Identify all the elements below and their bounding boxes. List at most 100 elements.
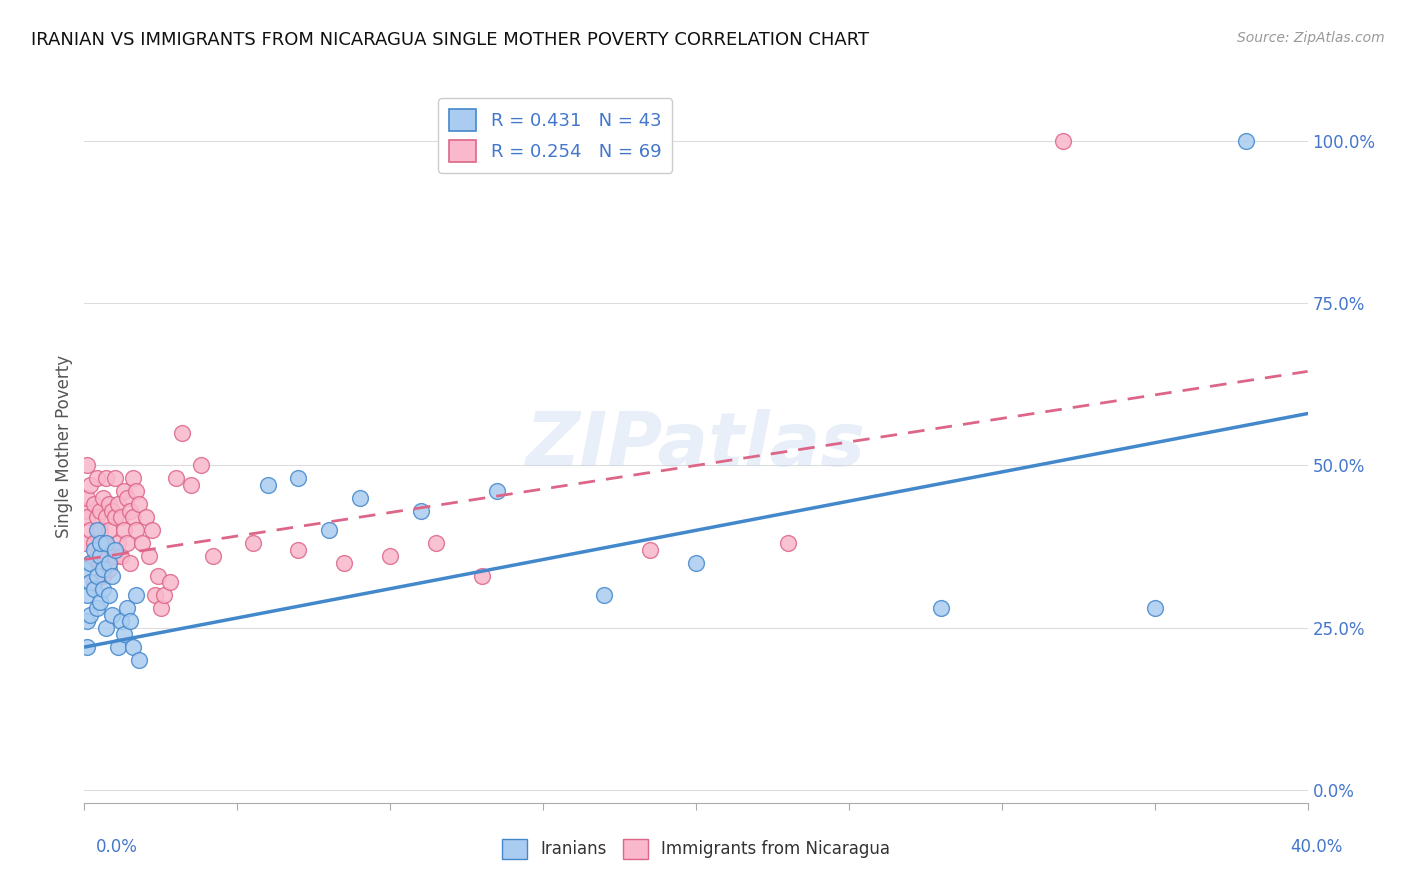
Point <box>318 524 340 538</box>
Point <box>122 510 145 524</box>
Point <box>257 478 280 492</box>
Point <box>333 556 356 570</box>
Legend: Iranians, Immigrants from Nicaragua: Iranians, Immigrants from Nicaragua <box>495 832 897 866</box>
Point <box>1052 134 1074 148</box>
Point <box>101 568 124 582</box>
Text: Source: ZipAtlas.com: Source: ZipAtlas.com <box>1237 31 1385 45</box>
Point <box>76 491 98 505</box>
Point <box>638 542 661 557</box>
Point <box>73 562 96 576</box>
Point <box>138 549 160 564</box>
Point <box>120 504 142 518</box>
Point <box>380 549 402 564</box>
Point <box>146 568 169 582</box>
Point <box>79 478 101 492</box>
Point <box>94 621 117 635</box>
Point <box>94 510 117 524</box>
Point <box>91 536 114 550</box>
Point <box>97 588 120 602</box>
Point <box>89 556 111 570</box>
Point <box>409 504 432 518</box>
Point <box>125 524 148 538</box>
Point <box>929 601 952 615</box>
Point <box>1236 134 1258 148</box>
Point <box>86 524 108 538</box>
Point <box>83 536 105 550</box>
Point <box>110 510 132 524</box>
Point <box>91 562 114 576</box>
Point <box>287 471 309 485</box>
Point <box>112 524 135 538</box>
Point <box>79 607 101 622</box>
Point <box>97 524 120 538</box>
Point <box>190 458 212 473</box>
Point <box>86 568 108 582</box>
Point <box>115 601 138 615</box>
Point <box>83 497 105 511</box>
Point <box>486 484 509 499</box>
Point <box>97 562 120 576</box>
Point <box>89 504 111 518</box>
Point <box>128 497 150 511</box>
Point <box>86 549 108 564</box>
Point <box>94 549 117 564</box>
Point <box>104 510 127 524</box>
Text: IRANIAN VS IMMIGRANTS FROM NICARAGUA SINGLE MOTHER POVERTY CORRELATION CHART: IRANIAN VS IMMIGRANTS FROM NICARAGUA SIN… <box>31 31 869 49</box>
Point <box>97 497 120 511</box>
Point <box>86 471 108 485</box>
Point <box>73 536 96 550</box>
Text: 40.0%: 40.0% <box>1291 838 1343 855</box>
Point <box>122 471 145 485</box>
Point <box>131 536 153 550</box>
Point <box>107 640 129 654</box>
Point <box>86 601 108 615</box>
Point <box>89 595 111 609</box>
Point <box>76 458 98 473</box>
Point <box>104 549 127 564</box>
Point <box>471 568 494 582</box>
Point <box>83 582 105 596</box>
Point <box>593 588 616 602</box>
Point <box>104 471 127 485</box>
Y-axis label: Single Mother Poverty: Single Mother Poverty <box>55 354 73 538</box>
Point <box>349 491 371 505</box>
Point <box>120 614 142 628</box>
Point <box>135 510 157 524</box>
Point <box>83 575 105 590</box>
Point <box>165 471 187 485</box>
Point <box>110 614 132 628</box>
Point <box>76 614 98 628</box>
Point <box>159 575 181 590</box>
Point <box>79 575 101 590</box>
Point <box>91 582 114 596</box>
Point <box>107 536 129 550</box>
Point <box>101 542 124 557</box>
Point <box>73 504 96 518</box>
Point <box>287 542 309 557</box>
Point <box>125 484 148 499</box>
Point <box>120 556 142 570</box>
Point <box>141 524 163 538</box>
Point <box>101 607 124 622</box>
Point <box>125 588 148 602</box>
Point <box>91 491 114 505</box>
Point <box>89 524 111 538</box>
Point <box>76 640 98 654</box>
Point <box>89 549 111 564</box>
Point <box>112 627 135 641</box>
Point <box>110 549 132 564</box>
Point <box>107 497 129 511</box>
Point <box>97 556 120 570</box>
Point <box>149 601 172 615</box>
Point <box>94 536 117 550</box>
Point <box>79 524 101 538</box>
Point <box>86 510 108 524</box>
Point <box>242 536 264 550</box>
Point <box>79 556 101 570</box>
Point <box>79 556 101 570</box>
Point <box>115 491 138 505</box>
Point <box>104 542 127 557</box>
Point <box>143 588 166 602</box>
Point <box>112 484 135 499</box>
Point <box>89 536 111 550</box>
